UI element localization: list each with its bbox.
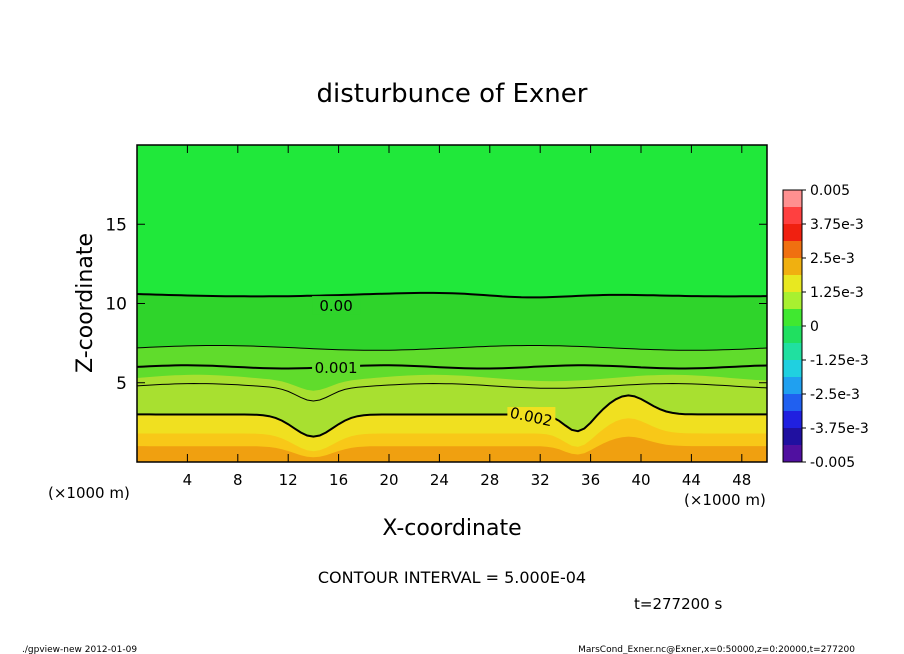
y-tick-label: 15 [105, 215, 127, 235]
colorbar: 0.005 3.75e-3 2.5e-3 1.25e-3 0 -1.25e-3 -2.5e-… [782, 183, 869, 471]
colorbar-label: -0.005 [810, 455, 855, 471]
plot-area [137, 145, 767, 462]
colorbar-label: 3.75e-3 [810, 217, 864, 233]
contour-line-2 [136, 364, 768, 370]
contour-line-0 [136, 291, 768, 299]
contour-label: 0.00 [319, 297, 352, 315]
contour-line-4 [137, 394, 767, 438]
colorbar-segment [783, 360, 802, 378]
contour-label-bg [312, 357, 361, 376]
x-tick-label: 32 [531, 471, 550, 489]
x-unit-left: (×1000 m) [48, 484, 130, 502]
colorbar-segment [783, 445, 802, 463]
colorbar-label: 0.005 [810, 183, 850, 199]
colorbar-segment [783, 258, 802, 276]
colorbar-segment [783, 309, 802, 327]
contour-line-1 [136, 345, 768, 351]
x-unit-right: (×1000 m) [684, 491, 766, 509]
contour-label-bg [312, 296, 361, 315]
colorbar-segment [783, 343, 802, 361]
y-axis-label: Z-coordinate [73, 233, 98, 373]
colorbar-label: 1.25e-3 [810, 285, 864, 301]
band-orange [137, 436, 767, 462]
contour-interval-text: CONTOUR INTERVAL = 5.000E-04 [318, 568, 586, 587]
x-tick-label: 20 [379, 471, 398, 489]
footer-left: ./gpview-new 2012-01-09 [22, 645, 137, 654]
colorbar-segment [783, 190, 802, 208]
colorbar-segment [783, 224, 802, 242]
colorbar-segment [783, 326, 802, 344]
colorbar-label: 0 [810, 319, 819, 335]
x-tick-label: 24 [430, 471, 449, 489]
colorbar-label: 2.5e-3 [810, 251, 855, 267]
x-tick-label: 16 [329, 471, 348, 489]
colorbar-label: -1.25e-3 [810, 353, 869, 369]
contour-label: 0.001 [315, 359, 358, 377]
x-tick-label: 8 [233, 471, 243, 489]
x-tick-label: 28 [480, 471, 499, 489]
x-axis-label: X-coordinate [382, 516, 521, 541]
colorbar-label: -2.5e-3 [810, 387, 860, 403]
footer-right: MarsCond_Exner.nc@Exner,x=0:50000,z=0:20… [578, 645, 855, 654]
contour-line-3 [136, 382, 768, 402]
x-tick-label: 44 [682, 471, 701, 489]
contour-label-bg [507, 407, 556, 426]
x-tick-label: 40 [631, 471, 650, 489]
x-tick-label: 12 [279, 471, 298, 489]
colorbar-label: -3.75e-3 [810, 421, 869, 437]
colorbar-segment [783, 377, 802, 395]
time-text: t=277200 s [634, 595, 722, 613]
colorbar-segment [783, 241, 802, 259]
colorbar-segment [783, 394, 802, 412]
colorbar-segment [783, 428, 802, 446]
y-tick-label: 5 [116, 374, 127, 394]
chart-title: disturbunce of Exner [317, 79, 588, 109]
x-tick-label: 36 [581, 471, 600, 489]
y-tick-label: 10 [105, 295, 127, 315]
colorbar-segment [783, 275, 802, 293]
x-tick-label: 48 [732, 471, 751, 489]
colorbar-segment [783, 292, 802, 310]
colorbar-segment [783, 411, 802, 429]
x-tick-label: 4 [183, 471, 193, 489]
colorbar-segment [783, 207, 802, 225]
